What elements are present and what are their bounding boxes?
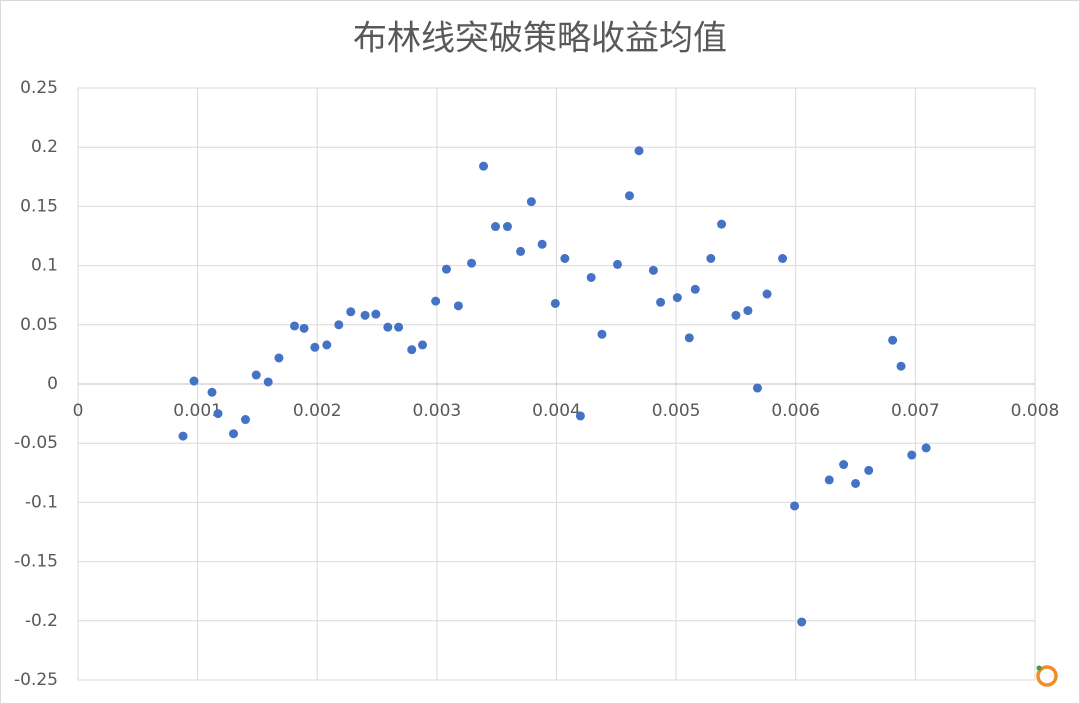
point xyxy=(743,306,753,316)
point xyxy=(888,335,898,345)
point xyxy=(896,361,906,371)
x-tick-label: 0.008 xyxy=(1011,401,1060,421)
point xyxy=(490,222,500,232)
point xyxy=(431,296,441,306)
x-tick-label: 0.002 xyxy=(293,401,342,421)
x-tick-label: 0.005 xyxy=(652,401,701,421)
point xyxy=(684,333,694,343)
point xyxy=(322,340,332,350)
point xyxy=(263,377,273,387)
point xyxy=(371,309,381,319)
point xyxy=(672,293,682,303)
point xyxy=(690,284,700,294)
point xyxy=(634,146,644,156)
chart-title: 布林线突破策略收益均值 xyxy=(353,19,727,59)
point xyxy=(864,465,874,475)
point xyxy=(824,475,834,485)
point xyxy=(207,387,217,397)
x-tick-label: 0.006 xyxy=(771,401,820,421)
y-tick-label: 0.25 xyxy=(20,78,58,98)
x-tick-label: 0.004 xyxy=(532,401,581,421)
point xyxy=(251,370,261,380)
point xyxy=(921,443,931,453)
point xyxy=(441,264,451,274)
point xyxy=(586,272,596,282)
point xyxy=(418,340,428,350)
y-tick-label: -0.2 xyxy=(25,611,58,631)
point xyxy=(274,353,284,363)
point xyxy=(613,259,623,269)
point xyxy=(778,253,788,263)
point xyxy=(479,161,489,171)
point xyxy=(706,253,716,263)
point xyxy=(851,478,861,488)
y-tick-label: 0.2 xyxy=(31,137,58,157)
logo xyxy=(1036,665,1058,687)
point xyxy=(334,320,344,330)
point xyxy=(290,321,300,331)
point xyxy=(502,222,512,232)
point xyxy=(213,409,223,419)
point xyxy=(907,450,917,460)
point xyxy=(648,265,658,275)
point xyxy=(360,310,370,320)
point xyxy=(656,297,666,307)
y-tick-label: -0.25 xyxy=(14,670,58,690)
y-tick-label: -0.05 xyxy=(14,433,58,453)
point xyxy=(383,322,393,332)
x-tick-label: 0 xyxy=(73,401,84,421)
x-tick-label: 0.001 xyxy=(173,401,222,421)
y-tick-label: 0.05 xyxy=(20,315,58,335)
y-tick-label: 0 xyxy=(47,374,58,394)
point xyxy=(189,376,199,386)
point xyxy=(624,191,634,201)
point xyxy=(790,501,800,511)
point xyxy=(717,219,727,229)
point xyxy=(752,383,762,393)
point xyxy=(310,342,320,352)
y-tick-label: 0.15 xyxy=(20,196,58,216)
point xyxy=(299,323,309,333)
point xyxy=(597,329,607,339)
point xyxy=(467,258,477,268)
point xyxy=(762,289,772,299)
point xyxy=(516,246,526,256)
point xyxy=(407,345,417,355)
point xyxy=(229,429,239,439)
x-tick-label: 0.007 xyxy=(891,401,940,421)
point xyxy=(394,322,404,332)
point xyxy=(560,253,570,263)
point xyxy=(346,307,356,317)
x-tick-label: 0.003 xyxy=(413,401,462,421)
point xyxy=(526,197,536,207)
point xyxy=(537,239,547,249)
y-tick-label: -0.15 xyxy=(14,552,58,572)
point xyxy=(575,411,585,421)
point xyxy=(839,460,849,470)
y-tick-label: 0.1 xyxy=(31,256,58,276)
point xyxy=(240,415,250,425)
point xyxy=(797,617,807,627)
point xyxy=(550,298,560,308)
point xyxy=(453,301,463,311)
point xyxy=(731,310,741,320)
y-tick-label: -0.1 xyxy=(25,492,58,512)
point xyxy=(178,431,188,441)
